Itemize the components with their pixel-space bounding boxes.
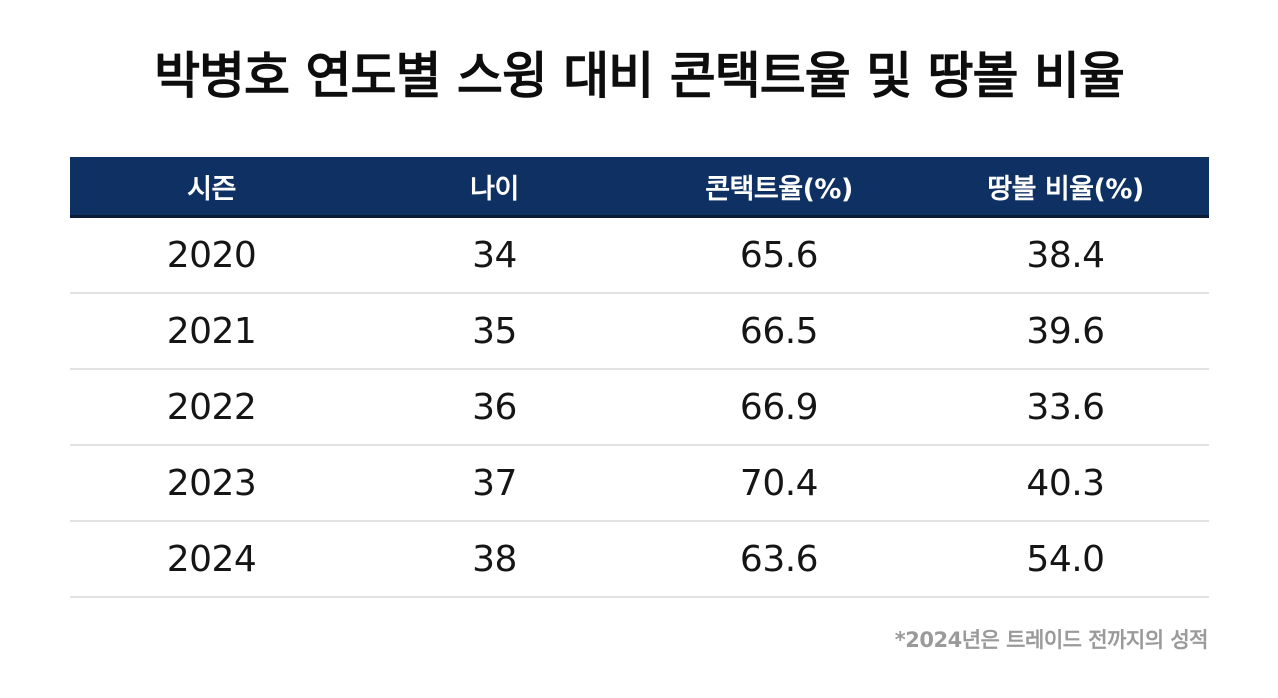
table-row: 2021 35 66.5 39.6 — [70, 294, 1209, 370]
cell-contact-rate: 66.5 — [739, 310, 819, 352]
cell-season: 2021 — [166, 310, 257, 352]
stats-table: 시즌 나이 콘택트율(%) 땅볼 비율(%) 2020 34 65.6 38.4… — [70, 157, 1209, 598]
cell-groundball-rate: 40.3 — [1026, 462, 1105, 504]
cell-age: 36 — [472, 386, 517, 428]
table-row: 2020 34 65.6 38.4 — [70, 218, 1209, 294]
cell-contact-rate: 63.6 — [739, 538, 819, 580]
cell-age: 38 — [472, 538, 517, 580]
cell-contact-rate: 66.9 — [739, 386, 819, 428]
table-row: 2024 38 63.6 54.0 — [70, 522, 1209, 598]
cell-groundball-rate: 33.6 — [1026, 386, 1105, 428]
cell-age: 34 — [472, 234, 517, 276]
cell-age: 37 — [472, 462, 517, 504]
cell-season: 2023 — [166, 462, 257, 504]
header-age: 나이 — [470, 173, 519, 205]
table-header-row: 시즌 나이 콘택트율(%) 땅볼 비율(%) — [70, 157, 1209, 218]
table-row: 2023 37 70.4 40.3 — [70, 446, 1209, 522]
table-row: 2022 36 66.9 33.6 — [70, 370, 1209, 446]
cell-contact-rate: 65.6 — [739, 234, 819, 276]
cell-season: 2024 — [166, 538, 257, 580]
header-groundball-rate: 땅볼 비율(%) — [987, 173, 1144, 205]
header-contact-rate: 콘택트율(%) — [705, 173, 853, 205]
footnote: *2024년은 트레이드 전까지의 성적 — [894, 628, 1209, 652]
cell-contact-rate: 70.4 — [739, 462, 819, 504]
cell-season: 2020 — [166, 234, 257, 276]
cell-groundball-rate: 39.6 — [1026, 310, 1105, 352]
cell-groundball-rate: 38.4 — [1026, 234, 1105, 276]
cell-age: 35 — [472, 310, 517, 352]
page-title: 박병호 연도별 스윙 대비 콘택트율 및 땅볼 비율 — [154, 47, 1125, 105]
cell-groundball-rate: 54.0 — [1026, 538, 1105, 580]
cell-season: 2022 — [166, 386, 257, 428]
header-season: 시즌 — [187, 173, 236, 205]
